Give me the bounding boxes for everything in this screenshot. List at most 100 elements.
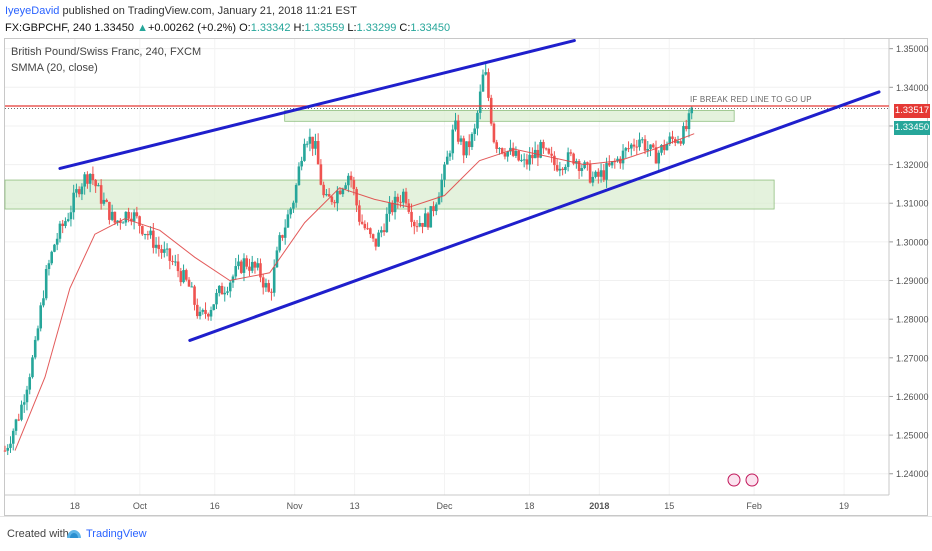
candle-body xyxy=(305,143,309,145)
candle-body xyxy=(668,136,672,144)
candle-body xyxy=(371,234,375,239)
candle-body xyxy=(627,148,630,150)
candle-body xyxy=(160,249,163,253)
candle-body xyxy=(632,144,636,147)
author-link[interactable]: IyeyeDavid xyxy=(5,5,60,17)
publish-text: published on TradingView.com, January 21… xyxy=(59,5,357,17)
candle-body xyxy=(487,72,490,98)
candle-body xyxy=(616,158,619,162)
candle-body xyxy=(465,141,468,156)
y-tick-label: 1.25000 xyxy=(896,431,929,441)
candle-body xyxy=(327,194,331,197)
candle-body xyxy=(654,147,658,164)
candle-body xyxy=(77,189,81,195)
tradingview-brand[interactable]: TradingView xyxy=(86,528,147,540)
candle-body xyxy=(410,211,413,222)
x-tick-label: 18 xyxy=(524,501,534,511)
candle-body xyxy=(165,248,169,250)
candle-body xyxy=(591,176,595,183)
candle-body xyxy=(421,223,424,227)
y-tick-label: 1.28000 xyxy=(896,315,929,325)
y-tick-label: 1.26000 xyxy=(896,392,929,402)
candle-body xyxy=(245,258,249,267)
candle-body xyxy=(366,228,369,230)
candle-body xyxy=(234,266,238,277)
x-tick-label: Oct xyxy=(133,501,148,511)
candle-body xyxy=(297,166,301,186)
candle-body xyxy=(217,285,221,293)
candle-body xyxy=(209,309,213,317)
candle-body xyxy=(382,230,386,233)
candle-body xyxy=(9,443,12,448)
candle-body xyxy=(75,189,78,193)
candle-body xyxy=(451,129,455,154)
candle-body xyxy=(220,285,224,295)
candle-body xyxy=(369,228,372,235)
candle-body xyxy=(401,191,405,203)
candle-body xyxy=(385,213,389,233)
candle-body xyxy=(195,304,199,317)
candle-body xyxy=(462,138,466,156)
candle-body xyxy=(333,202,336,204)
candle-body xyxy=(33,339,37,358)
indicator-legend[interactable]: SMMA (20, close) xyxy=(11,62,98,74)
change-value: +0.00262 (+0.2%) xyxy=(147,22,237,34)
x-tick-label: Feb xyxy=(746,501,762,511)
candle-body xyxy=(418,223,422,227)
candle-body xyxy=(509,147,512,152)
candle-body xyxy=(308,136,312,144)
candle-body xyxy=(569,152,573,154)
publish-header: IyeyeDavid published on TradingView.com,… xyxy=(0,0,932,38)
candle-body xyxy=(36,328,40,340)
x-tick-label: 15 xyxy=(664,501,674,511)
candle-body xyxy=(635,146,639,148)
open-value: 1.33342 xyxy=(250,22,291,34)
candle-body xyxy=(294,185,298,203)
candle-body xyxy=(484,72,488,75)
price-chart[interactable]: 1.24000 1.25000 1.26000 1.27000 1.28000 1.290… xyxy=(0,0,932,516)
candle-body xyxy=(649,144,652,150)
candle-body xyxy=(380,230,383,233)
smma-line xyxy=(14,133,695,451)
candle-body xyxy=(588,163,592,183)
candle-body xyxy=(278,235,281,251)
tradingview-logo-icon[interactable] xyxy=(66,527,82,539)
candle-body xyxy=(86,174,89,184)
y-tick-label: 1.29000 xyxy=(896,276,929,286)
candle-body xyxy=(314,141,317,149)
close-label: C: xyxy=(396,22,411,34)
candle-body xyxy=(281,235,284,238)
candle-body xyxy=(283,227,287,238)
candle-body xyxy=(443,164,446,180)
candle-body xyxy=(498,148,501,150)
candle-body xyxy=(525,159,529,165)
candle-body xyxy=(237,261,240,267)
candle-body xyxy=(583,162,586,169)
candle-body xyxy=(434,204,438,212)
candle-body xyxy=(500,148,504,154)
candle-body xyxy=(456,120,460,142)
y-tick-label: 1.30000 xyxy=(896,237,929,247)
candle-body xyxy=(146,234,150,236)
last-price-tag: 1.33450 xyxy=(894,121,930,135)
candle-body xyxy=(476,112,479,129)
y-tick-label: 1.27000 xyxy=(896,353,929,363)
candle-body xyxy=(599,170,603,177)
candle-body xyxy=(522,159,526,161)
candle-body xyxy=(539,142,542,158)
x-tick-label: Dec xyxy=(436,501,453,511)
candle-body xyxy=(344,185,347,189)
candle-body xyxy=(110,211,114,220)
candle-body xyxy=(206,313,210,317)
candle-body xyxy=(547,148,551,154)
high-value: 1.33559 xyxy=(304,22,345,34)
candle-body xyxy=(322,184,325,196)
candle-body xyxy=(338,190,342,195)
candle-body xyxy=(66,219,70,222)
candle-body xyxy=(121,222,125,224)
candle-body xyxy=(184,270,188,280)
candle-body xyxy=(553,155,556,166)
candle-body xyxy=(14,419,18,431)
candle-body xyxy=(143,234,147,236)
candle-body xyxy=(679,141,683,144)
